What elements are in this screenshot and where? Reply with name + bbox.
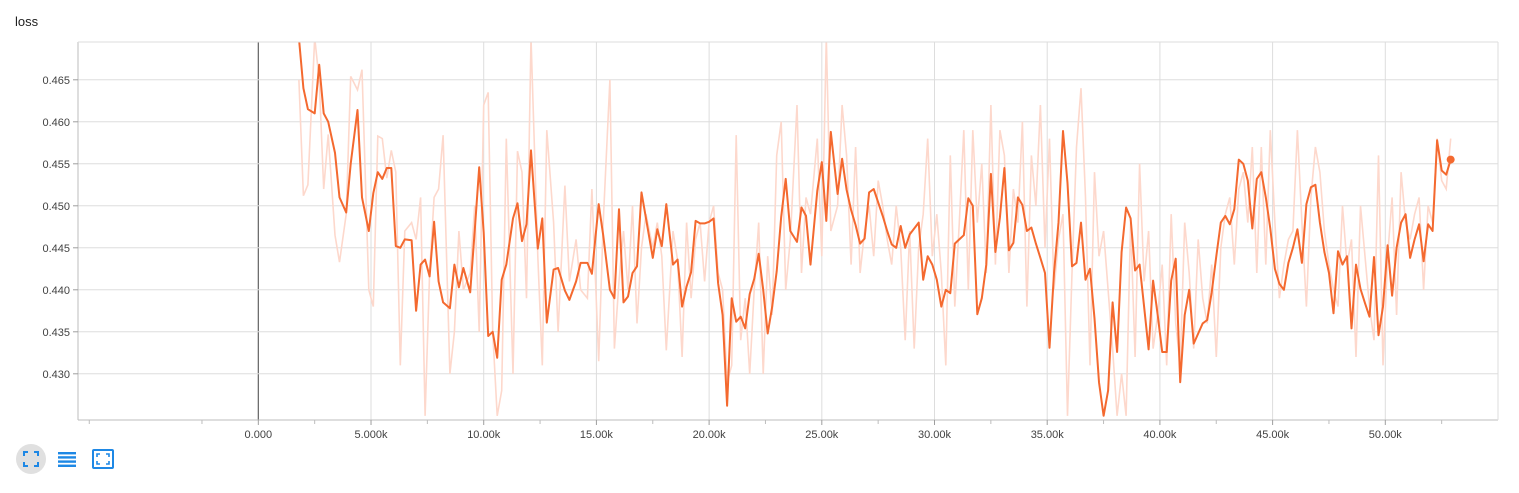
y-tick-label: 0.455 (42, 159, 70, 171)
expand-chart-icon (92, 449, 114, 469)
toggle-log-scale-icon (58, 452, 76, 467)
x-tick-label: 50.00k (1369, 429, 1403, 441)
expand-chart-button[interactable] (88, 444, 118, 474)
smoothed-series (298, 42, 1455, 417)
x-tick-label: 0.000 (245, 429, 273, 441)
last-point-marker[interactable] (1446, 155, 1455, 164)
x-tick-label: 35.00k (1031, 429, 1065, 441)
chart-toolbar (16, 444, 118, 474)
y-tick-label: 0.460 (42, 117, 70, 129)
y-tick-label: 0.430 (42, 369, 70, 381)
y-tick-label: 0.450 (42, 201, 70, 213)
fit-domain-button[interactable] (16, 444, 46, 474)
x-tick-label: 10.00k (467, 429, 501, 441)
x-tick-label: 30.00k (918, 429, 952, 441)
smoothed-loss-line (298, 42, 1452, 417)
x-tick-label: 40.00k (1143, 429, 1177, 441)
raw-loss-line (298, 42, 1452, 416)
x-axis-ticks: 0.000 5.000k 10.00k 15.00k 20.00k 25.00k 30.00… (88, 420, 1443, 441)
raw-series (298, 42, 1452, 416)
chart-title: loss (15, 14, 39, 29)
grid-lines (78, 42, 1498, 420)
toggle-log-scale-button[interactable] (52, 444, 82, 474)
x-tick-label: 45.00k (1256, 429, 1290, 441)
y-tick-label: 0.465 (42, 75, 70, 87)
x-tick-label: 5.000k (355, 429, 389, 441)
x-tick-label: 25.00k (805, 429, 839, 441)
y-tick-label: 0.435 (42, 327, 70, 339)
fit-domain-icon (23, 451, 39, 467)
y-tick-label: 0.440 (42, 285, 70, 297)
x-tick-label: 20.00k (693, 429, 727, 441)
x-tick-label: 15.00k (580, 429, 614, 441)
y-axis-ticks: 0.430 0.435 0.440 0.445 0.450 0.455 0.460 0.465 (42, 75, 78, 381)
axes (77, 41, 1499, 421)
y-tick-label: 0.445 (42, 243, 70, 255)
